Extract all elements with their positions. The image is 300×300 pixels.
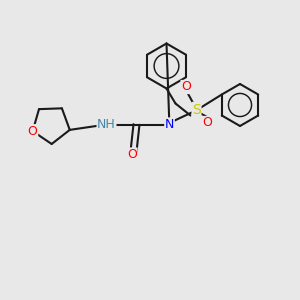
Text: S: S [192,103,201,116]
Text: O: O [202,116,212,130]
Text: N: N [165,118,174,131]
Text: O: O [28,125,38,138]
Text: O: O [127,148,137,161]
Text: O: O [181,80,191,94]
Text: NH: NH [97,118,116,131]
